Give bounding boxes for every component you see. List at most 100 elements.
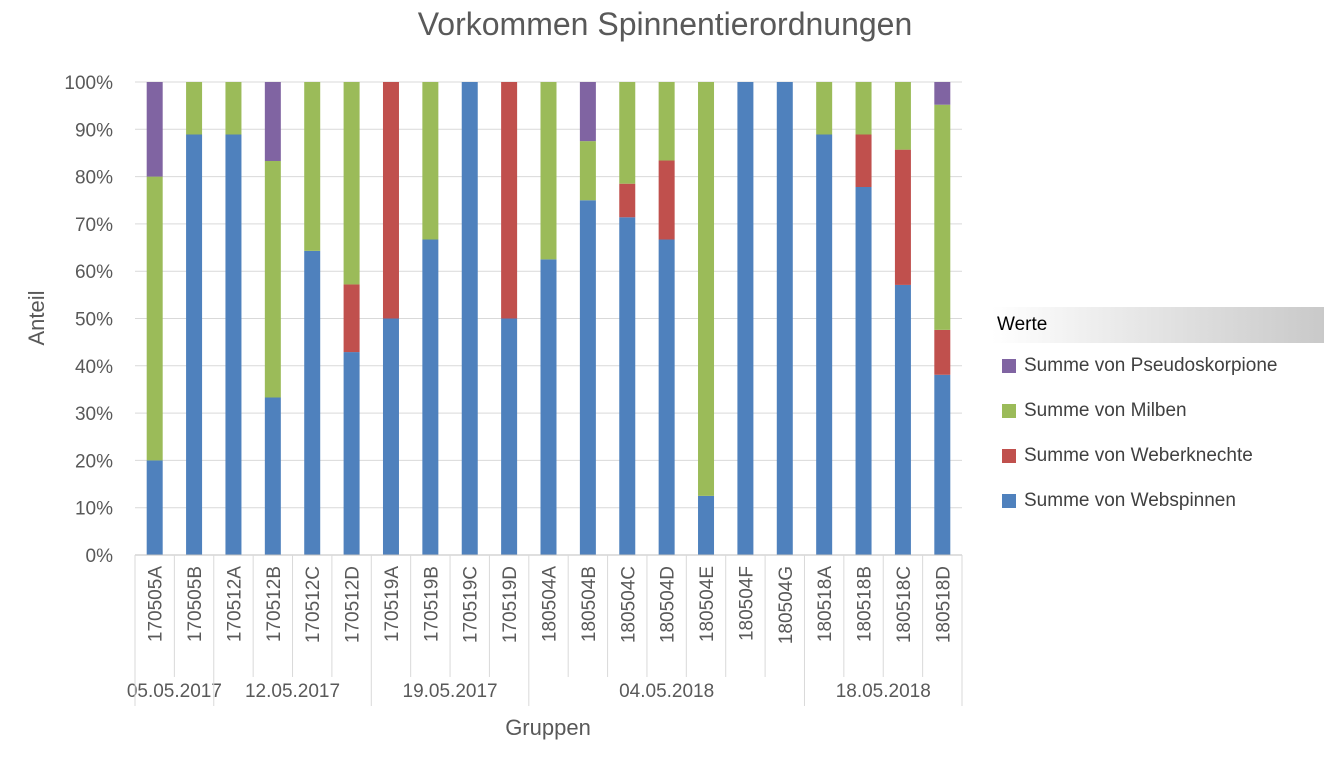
bar-segment-summe-von-webspinnen [343,352,360,555]
x-tick-label: 180504D [658,566,679,643]
x-axis-title: Gruppen [505,715,591,740]
y-axis-title: Anteil [24,290,49,345]
bar-segment-summe-von-webspinnen [816,134,833,556]
legend-item: Summe von Pseudoskorpione [992,343,1324,388]
bar-segment-summe-von-pseudoskorpione [146,82,163,177]
x-tick-label: 170512C [303,566,324,643]
legend-label: Summe von Pseudoskorpione [1024,355,1278,376]
bar-segment-summe-von-webspinnen [264,397,281,555]
x-tick-label: 180504B [579,566,600,642]
bar-segment-summe-von-pseudoskorpione [579,82,596,142]
bar-segment-summe-von-pseudoskorpione [934,82,951,105]
bar-segment-summe-von-webspinnen [776,82,793,555]
legend-label: Summe von Weberknechte [1024,445,1253,466]
group-label: 12.05.2017 [245,681,340,702]
y-tick-label: 60% [75,262,113,283]
bar-segment-summe-von-milben [894,82,911,150]
bar-segment-summe-von-webspinnen [619,217,636,555]
legend-swatch [1002,448,1016,463]
bar-segment-summe-von-webspinnen [737,82,754,555]
bar-segment-summe-von-weberknechte [382,82,399,319]
bar-segment-summe-von-webspinnen [540,259,557,555]
bar-segment-summe-von-milben [934,104,951,330]
bar-segment-summe-von-milben [225,82,242,135]
legend-item: Summe von Weberknechte [992,433,1324,478]
bar-segment-summe-von-webspinnen [501,318,518,555]
group-label: 05.05.2017 [127,681,222,702]
bar-segment-summe-von-milben [304,82,321,251]
legend-label: Summe von Milben [1024,400,1187,421]
bar-segment-summe-von-milben [658,82,675,161]
legend-swatch [1002,358,1016,373]
bar-segment-summe-von-webspinnen [304,250,321,555]
y-tick-label: 40% [75,357,113,378]
bar-segment-summe-von-webspinnen [658,239,675,555]
bar-segment-summe-von-webspinnen [698,495,715,555]
y-tick-label: 70% [75,215,113,236]
bar-segment-summe-von-milben [579,141,596,201]
y-tick-label: 20% [75,451,113,472]
bar-segment-summe-von-webspinnen [186,134,203,556]
legend-swatch [1002,493,1016,508]
x-tick-label: 180518B [855,566,876,642]
legend-item: Summe von Milben [992,388,1324,433]
bar-segment-summe-von-webspinnen [146,460,163,555]
bar-segment-summe-von-webspinnen [382,318,399,555]
bar-segment-summe-von-webspinnen [579,200,596,555]
group-label: 18.05.2018 [836,681,931,702]
x-tick-label: 170505A [146,566,167,642]
bar-segment-summe-von-weberknechte [934,329,951,375]
bar-segment-summe-von-milben [343,82,360,285]
x-tick-label: 180518A [815,566,836,642]
legend-item: Summe von Webspinnen [992,478,1324,523]
legend-title: Werte [992,307,1324,343]
bar-segment-summe-von-milben [264,160,281,398]
y-tick-label: 30% [75,404,113,425]
x-tick-label: 170519D [500,566,521,643]
x-tick-label: 180504F [736,566,757,641]
y-tick-label: 10% [75,499,113,520]
group-label: 19.05.2017 [403,681,498,702]
y-tick-label: 80% [75,168,113,189]
bar-segment-summe-von-milben [146,176,163,461]
bar-segment-summe-von-weberknechte [619,183,636,218]
x-tick-label: 180504G [776,566,797,644]
x-tick-label: 170519A [382,566,403,642]
y-tick-label: 100% [64,73,113,94]
group-label: 04.05.2018 [619,681,714,702]
x-tick-label: 170512B [264,566,285,642]
bar-segment-summe-von-webspinnen [225,134,242,556]
legend: Werte Summe von Pseudoskorpione Summe von… [992,307,1324,523]
bar-segment-summe-von-milben [422,82,439,240]
x-tick-label: 170519B [421,566,442,642]
x-tick-label: 180504E [697,566,718,642]
x-tick-label: 170519C [461,566,482,643]
legend-label: Summe von Webspinnen [1024,490,1236,511]
x-tick-label: 170512D [343,566,364,643]
bar-segment-summe-von-milben [855,82,872,135]
bar-segment-summe-von-milben [540,82,557,260]
y-tick-label: 90% [75,120,113,141]
x-tick-label: 180518D [933,566,954,643]
x-tick-label: 170505B [185,566,206,642]
y-tick-label: 50% [75,310,113,331]
x-tick-label: 170512A [224,566,245,642]
bar-segment-summe-von-pseudoskorpione [264,82,281,161]
bar-segment-summe-von-webspinnen [461,82,478,555]
x-tick-label: 180504C [618,566,639,643]
bar-segment-summe-von-webspinnen [934,374,951,555]
x-tick-label: 180504A [540,566,561,642]
bar-segment-summe-von-weberknechte [501,82,518,319]
bar-segment-summe-von-milben [619,82,636,184]
legend-swatch [1002,403,1016,418]
bar-segment-summe-von-webspinnen [894,284,911,555]
bar-segment-summe-von-milben [186,82,203,135]
chart-title: Vorkommen Spinnentierordnungen [417,6,913,42]
bar-segment-summe-von-weberknechte [855,134,872,188]
bar-segment-summe-von-webspinnen [422,239,439,555]
bar-segment-summe-von-webspinnen [855,187,872,556]
bar-segment-summe-von-milben [816,82,833,135]
bar-segment-summe-von-weberknechte [894,149,911,285]
